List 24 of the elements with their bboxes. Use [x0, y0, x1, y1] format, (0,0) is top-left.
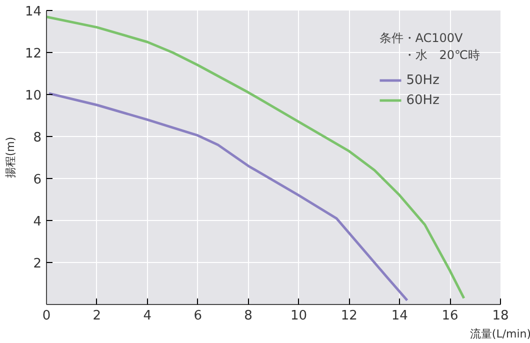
legend-label: 60Hz	[406, 92, 440, 108]
x-axis-title: 流量(L/min)	[470, 328, 530, 340]
y-tick-label: 12	[24, 46, 42, 62]
y-axis-title: 揚程(m)	[4, 136, 17, 178]
x-tick-label: 14	[391, 308, 408, 324]
y-tick-label: 6	[33, 172, 42, 188]
x-tick-label: 2	[92, 308, 102, 324]
x-tick-label: 6	[194, 308, 202, 324]
y-tick-label: 8	[33, 130, 42, 146]
x-tick-label: 10	[290, 308, 307, 324]
legend-label: 50Hz	[406, 72, 440, 88]
x-tick-label: 8	[244, 308, 252, 324]
x-tick-label: 0	[42, 308, 51, 324]
x-tick-label: 12	[340, 308, 358, 324]
line-series	[48, 92, 408, 302]
x-tick-label: 18	[492, 308, 509, 324]
y-tick-label: 4	[33, 214, 42, 230]
x-tick-label: 4	[143, 308, 152, 324]
y-tick-label: 14	[24, 4, 42, 20]
y-tick-label: 2	[33, 256, 42, 272]
legend-title: 条件・AC100V ・水 20℃時	[379, 30, 480, 64]
line-series	[46, 16, 466, 300]
x-tick-label: 16	[442, 308, 458, 324]
y-tick-label: 10	[24, 88, 42, 104]
